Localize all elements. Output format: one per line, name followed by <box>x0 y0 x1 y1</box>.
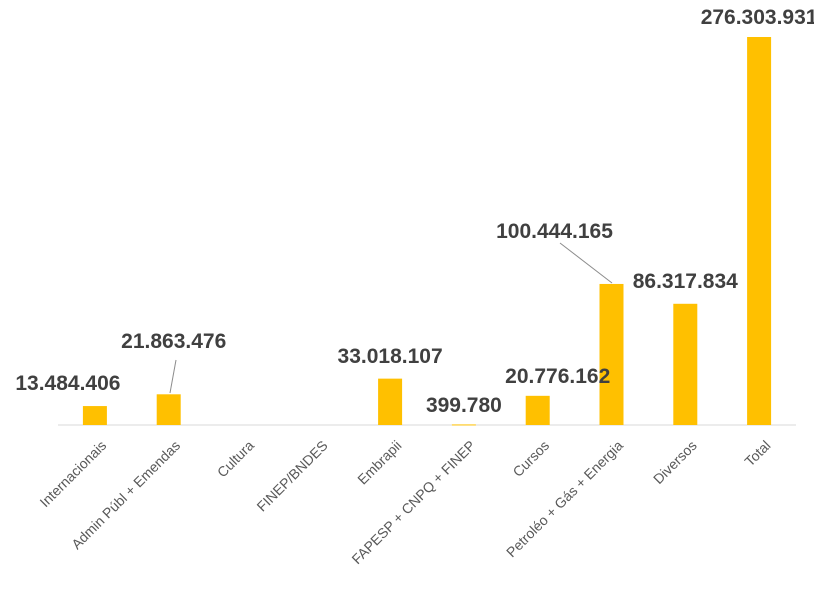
bar-fapesp-cnpq-finep <box>451 424 476 426</box>
data-label-petrol-o-g-s-energia: 100.444.165 <box>496 220 613 243</box>
tick-label-total: Total <box>741 437 773 469</box>
leader-line-admin-publ-emendas <box>169 359 177 394</box>
data-label-diversos: 86.317.834 <box>633 270 738 293</box>
data-label-admin-p-bl-emendas: 21.863.476 <box>121 330 226 353</box>
tick-label-cultura: Cultura <box>214 437 257 480</box>
tick-label-embrapii: Embrapii <box>354 437 404 487</box>
bar-diversos <box>673 303 698 425</box>
data-label-total: 276.303.931 <box>701 6 814 29</box>
data-label-fapesp-cnpq-finep: 399.780 <box>426 394 502 417</box>
tick-label-fapesp-cnpq-finep: FAPESP + CNPQ + FINEP <box>348 437 478 567</box>
bar-internacionais <box>82 406 107 425</box>
bar-total <box>747 37 772 425</box>
bar-cursos <box>525 395 550 425</box>
data-label-embrapii: 33.018.107 <box>338 345 443 368</box>
data-label-cursos: 20.776.162 <box>505 365 610 388</box>
bar-petrol-o-g-s-energia <box>599 283 624 425</box>
bar-embrapii <box>378 378 403 425</box>
leader-line-petroleo-gas-energia <box>559 242 613 284</box>
tick-label-cursos: Cursos <box>509 437 552 480</box>
tick-label-internacionais: Internacionais <box>36 437 109 510</box>
tick-label-diversos: Diversos <box>650 437 700 487</box>
tick-label-finep-bndes: FINEP/BNDES <box>253 437 330 514</box>
bar-admin-p-bl-emendas <box>156 394 181 425</box>
data-label-internacionais: 13.484.406 <box>15 372 120 395</box>
